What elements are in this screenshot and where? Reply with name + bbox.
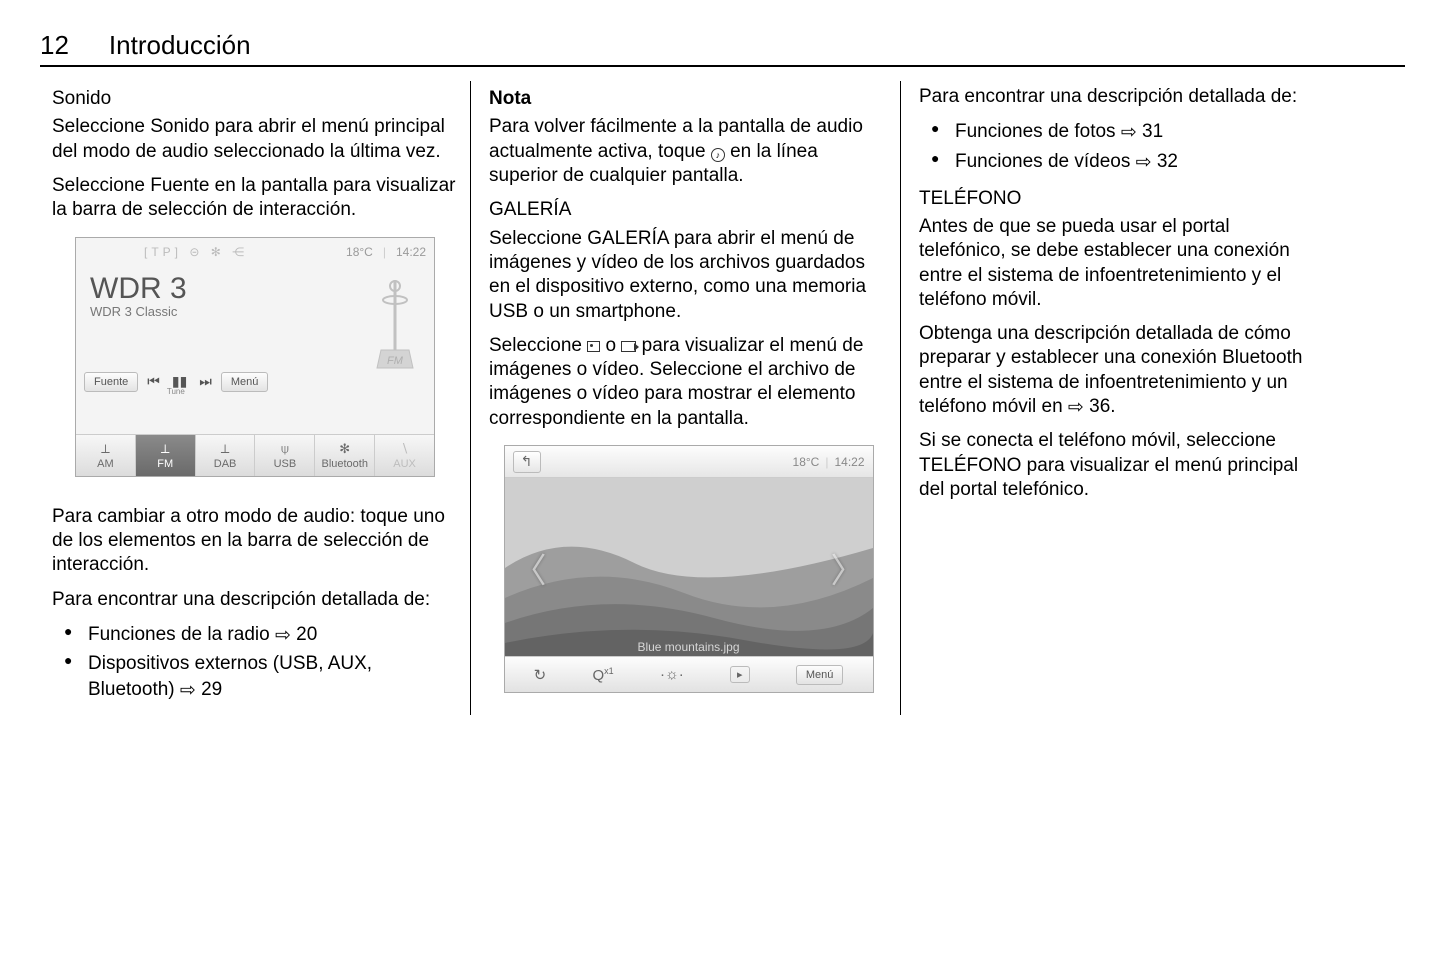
ref-arrow-icon: ⇨: [1136, 150, 1152, 176]
station-sub: WDR 3 Classic: [90, 304, 420, 319]
sonido-p3: Para cambiar a otro modo de audio: toque…: [52, 505, 458, 578]
radio-controls: Fuente ⏮ ▮▮ Tune ⏭ Menú: [84, 372, 268, 392]
rotate-icon[interactable]: ↻: [534, 666, 547, 684]
col3-intro: Para encontrar una descripción detallada…: [919, 85, 1318, 109]
tab-am[interactable]: ⟂AM: [76, 435, 136, 476]
gallery-prev-icon[interactable]: 〈: [513, 544, 547, 593]
radio-body: WDR 3 WDR 3 Classic FM Fuente ⏮ ▮▮ Tune: [76, 266, 434, 398]
heading-sonido: Sonido: [52, 87, 458, 111]
telefono-p2: Obtenga una descripción detallada de cóm…: [919, 322, 1318, 419]
column-3: Para encontrar una descripción detallada…: [900, 81, 1330, 715]
page-title: Introducción: [109, 30, 251, 61]
gallery-menu-button[interactable]: Menú: [796, 665, 844, 685]
station-name: WDR 3: [90, 272, 420, 306]
sonido-p1: Seleccione Sonido para abrir el menú pri…: [52, 115, 458, 164]
column-1: Sonido Seleccione Sonido para abrir el m…: [40, 81, 470, 715]
status-icons: [TP] ⊝ ✻ ⋲: [144, 245, 248, 259]
col3-ref-list: Funciones de fotos ⇨ 31 Funciones de víd…: [919, 119, 1318, 174]
fuente-button[interactable]: Fuente: [84, 372, 138, 392]
radio-status-bar: [TP] ⊝ ✻ ⋲ 18°C | 14:22: [76, 238, 434, 266]
next-track-icon[interactable]: ⏭: [196, 373, 215, 390]
zoom-icon[interactable]: Qx1: [593, 666, 614, 684]
tab-dab[interactable]: ⟂DAB: [196, 435, 256, 476]
gallery-temp: 18°C: [793, 455, 820, 469]
sonido-p2: Seleccione Fuente en la pantalla para vi…: [52, 174, 458, 223]
ref-arrow-icon: ⇨: [180, 678, 196, 704]
picture-icon: [587, 341, 600, 352]
list-item: Dispositivos externos (USB, AUX, Bluetoo…: [60, 651, 458, 702]
telefono-p1: Antes de que se pueda usar el portal tel…: [919, 215, 1318, 312]
status-divider: |: [383, 245, 386, 259]
gallery-top-bar: ↰ 18°C | 14:22: [505, 446, 873, 478]
list-item: Funciones de fotos ⇨ 31: [927, 119, 1318, 145]
gallery-caption: Blue mountains.jpg: [505, 640, 873, 654]
tab-bluetooth[interactable]: ✻Bluetooth: [315, 435, 375, 476]
slideshow-settings-icon[interactable]: ·☼·: [660, 666, 684, 683]
status-time: 14:22: [396, 245, 426, 259]
svg-text:FM: FM: [387, 355, 404, 367]
content-columns: Sonido Seleccione Sonido para abrir el m…: [40, 81, 1405, 715]
ref-arrow-icon: ⇨: [275, 623, 291, 649]
video-icon: [621, 341, 636, 352]
source-tab-bar: ⟂AM ⟂FM ⟂DAB ⍦USB ✻Bluetooth ∖AUX: [76, 434, 434, 476]
gallery-next-icon[interactable]: 〉: [831, 544, 865, 593]
tune-icon[interactable]: ▮▮ Tune: [169, 373, 190, 390]
page-number: 12: [40, 30, 69, 61]
heading-telefono: TELÉFONO: [919, 187, 1318, 211]
gallery-screenshot: ↰ 18°C | 14:22 〈 〉 Blue mountains.jpg: [504, 445, 874, 693]
gallery-image: 〈 〉 Blue mountains.jpg: [505, 478, 873, 658]
audio-shortcut-icon: ♪: [711, 148, 725, 162]
menu-button[interactable]: Menú: [221, 372, 269, 392]
telefono-p3: Si se conecta el teléfono móvil, selecci…: [919, 429, 1318, 502]
gallery-time: 14:22: [834, 455, 864, 469]
play-icon[interactable]: ▸: [730, 666, 750, 683]
heading-nota: Nota: [489, 87, 888, 111]
sonido-ref-list: Funciones de la radio ⇨ 20 Dispositivos …: [52, 622, 458, 703]
gallery-bottom-bar: ↻ Qx1 ·☼· ▸ Menú: [505, 656, 873, 692]
column-2: Nota Para volver fácilmente a la pantall…: [470, 81, 900, 715]
tab-fm[interactable]: ⟂FM: [136, 435, 196, 476]
tab-usb[interactable]: ⍦USB: [255, 435, 315, 476]
prev-track-icon[interactable]: ⏮: [144, 373, 163, 390]
ref-arrow-icon: ⇨: [1121, 120, 1137, 146]
list-item: Funciones de vídeos ⇨ 32: [927, 149, 1318, 175]
galeria-p2: Seleccione o para visualizar el menú de …: [489, 334, 888, 431]
list-item: Funciones de la radio ⇨ 20: [60, 622, 458, 648]
heading-galeria: GALERÍA: [489, 198, 888, 222]
back-button[interactable]: ↰: [513, 451, 541, 473]
radio-screenshot: [TP] ⊝ ✻ ⋲ 18°C | 14:22 WDR 3 WDR 3 Clas…: [75, 237, 435, 477]
tab-aux[interactable]: ∖AUX: [375, 435, 434, 476]
ref-arrow-icon: ⇨: [1068, 396, 1084, 420]
page-header: 12 Introducción: [40, 30, 1405, 67]
galeria-p1: Seleccione GALERÍA para abrir el menú de…: [489, 227, 888, 324]
sonido-p4: Para encontrar una descripción detallada…: [52, 588, 458, 612]
nota-text: Para volver fácilmente a la pantalla de …: [489, 115, 888, 188]
fm-tower-icon: FM: [374, 280, 416, 370]
status-temp: 18°C: [346, 245, 373, 259]
